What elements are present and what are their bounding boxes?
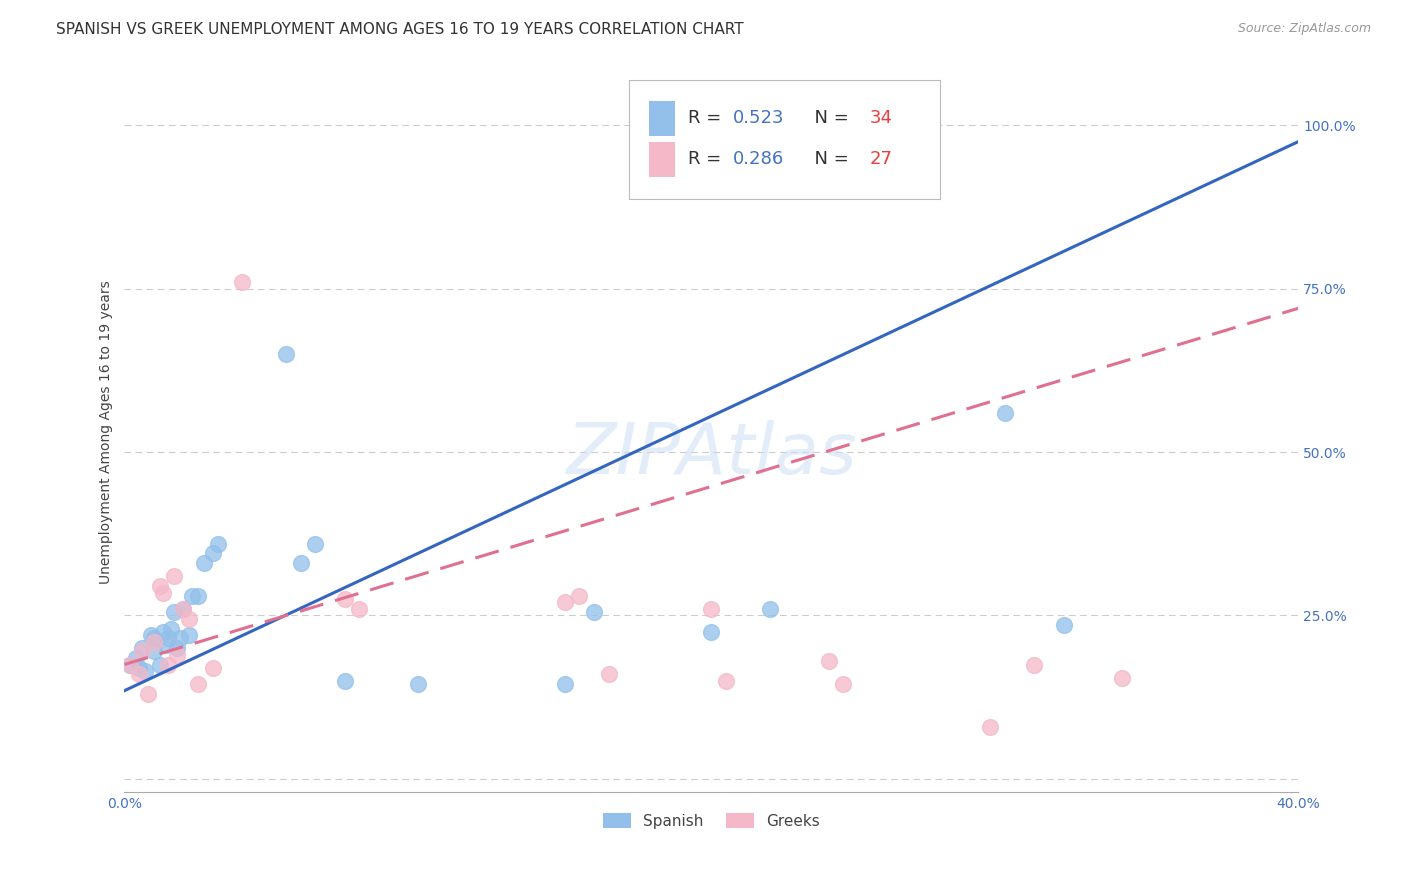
Point [598,667,620,681]
Point [714,673,737,688]
Point [333,592,356,607]
FancyBboxPatch shape [630,80,941,199]
Point [759,602,782,616]
Point [817,654,839,668]
Point [134,664,156,678]
Point [125,651,148,665]
Point [142,644,165,658]
Point [554,677,576,691]
Text: N =: N = [803,150,855,169]
Point [166,641,188,656]
Point [231,275,253,289]
Point [172,602,194,616]
Point [187,677,209,691]
Point [149,657,172,672]
Point [157,657,180,672]
Text: 0.286: 0.286 [733,150,783,169]
Point [700,602,723,616]
Point [149,579,172,593]
Point [177,628,200,642]
Bar [650,101,675,136]
Point [142,632,165,646]
Point [979,720,1001,734]
Text: 0.523: 0.523 [733,110,785,128]
Point [554,595,576,609]
Point [1111,671,1133,685]
Text: R =: R = [688,150,727,169]
Point [582,605,605,619]
Point [568,589,591,603]
Point [406,677,429,691]
Point [1024,657,1046,672]
Point [163,605,186,619]
Point [181,589,204,603]
Point [131,644,153,658]
Bar [650,142,675,177]
Point [166,648,188,662]
Text: SPANISH VS GREEK UNEMPLOYMENT AMONG AGES 16 TO 19 YEARS CORRELATION CHART: SPANISH VS GREEK UNEMPLOYMENT AMONG AGES… [56,22,744,37]
Point [304,536,326,550]
Point [152,624,174,639]
Point [207,536,229,550]
Text: N =: N = [803,110,855,128]
Point [700,624,723,639]
Point [187,589,209,603]
Point [274,347,297,361]
Y-axis label: Unemployment Among Ages 16 to 19 years: Unemployment Among Ages 16 to 19 years [100,281,114,584]
Text: R =: R = [688,110,727,128]
Point [128,661,150,675]
Legend: Spanish, Greeks: Spanish, Greeks [598,806,825,835]
Point [172,602,194,616]
Point [157,632,180,646]
Text: ZIPAtlas: ZIPAtlas [567,419,856,489]
Point [152,585,174,599]
Point [120,657,142,672]
Point [155,638,177,652]
Point [131,641,153,656]
Text: Source: ZipAtlas.com: Source: ZipAtlas.com [1237,22,1371,36]
Point [163,569,186,583]
Point [349,602,371,616]
Point [193,556,215,570]
Point [128,667,150,681]
Point [177,612,200,626]
Point [333,673,356,688]
Point [169,632,191,646]
Point [832,677,855,691]
Point [139,628,162,642]
Point [290,556,312,570]
Point [120,657,142,672]
Text: 34: 34 [870,110,893,128]
Point [142,634,165,648]
Point [160,622,183,636]
Point [136,687,159,701]
Text: 27: 27 [870,150,893,169]
Point [1052,618,1074,632]
Point [201,661,224,675]
Point [201,546,224,560]
Point [994,406,1017,420]
